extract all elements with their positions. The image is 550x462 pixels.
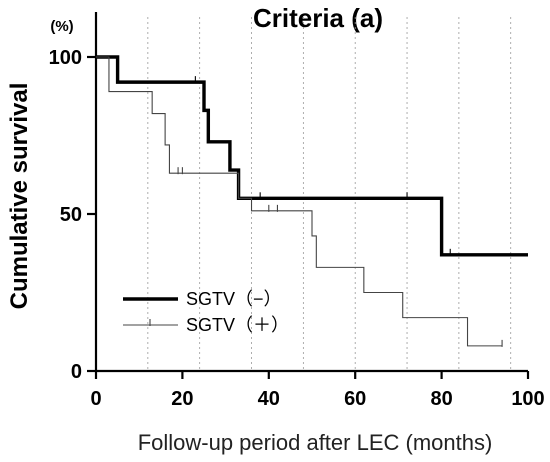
legend-item-1: SGTV（−） xyxy=(123,289,282,309)
x-tick-label: 100 xyxy=(511,388,544,410)
y-tick-label: 0 xyxy=(71,361,82,383)
legend: SGTV（−） SGTV（＋） xyxy=(123,289,289,335)
series-line xyxy=(96,55,528,257)
chart-title: Criteria (a) xyxy=(253,3,383,33)
y-axis-label: Cumulative survival xyxy=(6,83,33,310)
grid-lines xyxy=(147,17,512,371)
y-tick-label: 100 xyxy=(49,47,82,69)
series-line xyxy=(96,56,503,347)
y-unit-label: (%) xyxy=(50,18,73,35)
legend-label: SGTV（＋） xyxy=(186,315,289,335)
x-tick-label: 60 xyxy=(344,388,366,410)
axes: 0 50 100 0 20 40 60 80 100 xyxy=(49,12,545,410)
x-tick-label: 0 xyxy=(90,388,101,410)
series-2 xyxy=(96,56,503,347)
x-tick-label: 40 xyxy=(258,388,280,410)
series-1 xyxy=(96,55,528,257)
series-layer xyxy=(96,55,528,347)
x-axis-label: Follow-up period after LEC (months) xyxy=(138,430,493,455)
legend-label: SGTV（−） xyxy=(186,289,282,309)
x-tick-label: 80 xyxy=(430,388,452,410)
legend-item-2: SGTV（＋） xyxy=(123,315,289,335)
y-tick-label: 50 xyxy=(60,204,82,226)
x-tick-label: 20 xyxy=(171,388,193,410)
